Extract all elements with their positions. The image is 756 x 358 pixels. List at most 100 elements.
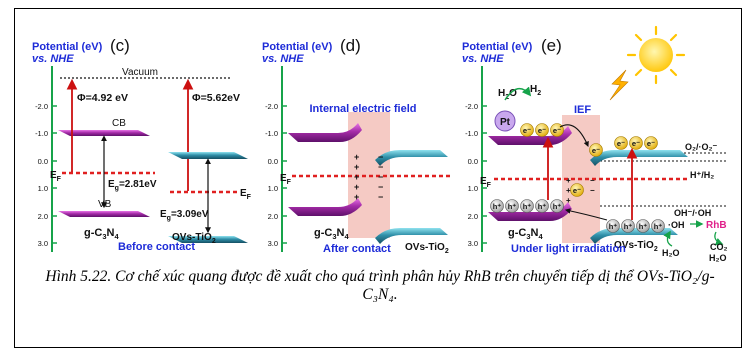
plus-charge: + (566, 186, 571, 195)
gcn-label: g-C3N4 (508, 227, 543, 241)
hole (490, 199, 504, 213)
rhb-degradation-arrow (714, 231, 724, 246)
electron (589, 143, 603, 157)
electron-label: e⁻ (553, 126, 561, 135)
electron-transfer-arrow (559, 124, 589, 148)
co2-label: CO₂ (710, 242, 728, 252)
plus-charge: + (354, 152, 359, 162)
tick-label: 1.0 (468, 184, 478, 193)
minus-charge: − (378, 192, 383, 202)
hole-label: h⁺ (624, 222, 633, 231)
plus-charge: + (566, 176, 571, 185)
figure-caption: Hình 5.22. Cơ chế xúc quang được đề xuất… (45, 268, 715, 303)
hole-label: h⁺ (639, 222, 648, 231)
electron (535, 123, 549, 137)
phi-gcn-label: Φ=4.92 eV (77, 92, 128, 104)
lightning-icon (609, 69, 629, 101)
minus-charge: − (378, 182, 383, 192)
panel-d-tag: (d) (340, 36, 361, 55)
minus-charge: − (590, 186, 595, 195)
h-couple-label: H⁺/H₂ (690, 170, 714, 180)
tick-label: -2.0 (465, 102, 478, 111)
plus-charge: + (354, 162, 359, 172)
panel-e-axis-subtitle: vs. NHE (462, 53, 504, 65)
tick-label: 0.0 (468, 157, 478, 166)
plus-charge: + (354, 182, 359, 192)
hole (651, 219, 665, 233)
tio2-cb-band (168, 152, 248, 159)
minus-charge: − (378, 162, 383, 172)
ief-label: Internal electric field (310, 103, 417, 115)
sun-icon (626, 25, 686, 85)
tio2-vb-band-bent (375, 228, 448, 244)
plus-charge: + (566, 196, 571, 205)
hole-label: h⁺ (493, 202, 502, 211)
interface-charges: + + + − − (566, 176, 595, 205)
tick-label: 1.0 (268, 184, 278, 193)
oh-radical-label: ·OH (668, 220, 685, 230)
panel-c-footer: Before contact (118, 241, 195, 253)
plus-charge: + (354, 172, 359, 182)
panel-d-axis-subtitle: vs. NHE (262, 53, 304, 65)
tick-label: -2.0 (35, 102, 48, 111)
tio2-label: OVs-TiO2 (172, 232, 216, 245)
o2-couple-label: O₂/·O₂⁻ (685, 142, 717, 152)
panel-e: Potential (eV) vs. NHE (e) -2.0 -1.0 0.0… (462, 25, 728, 263)
tio2-electrons: e⁻ e⁻ e⁻ e⁻ (589, 136, 658, 157)
tio2-label: OVs-TiO2 (405, 242, 449, 255)
minus-charge: − (378, 172, 383, 182)
tick-label: -2.0 (265, 102, 278, 111)
tio2-cb-band-bent (590, 150, 688, 166)
hole-label: h⁺ (508, 202, 517, 211)
panel-e-ticks: -2.0 -1.0 0.0 1.0 2.0 3.0 (465, 102, 487, 248)
tick-label: 2.0 (468, 212, 478, 221)
vacuum-label: Vacuum (122, 67, 158, 78)
plus-charge: + (354, 192, 359, 202)
hole-label: h⁺ (609, 222, 618, 231)
electron-label: e⁻ (538, 126, 546, 135)
h2o-product-label: H₂O (709, 253, 727, 263)
tick-label: -1.0 (35, 129, 48, 138)
electron (570, 183, 584, 197)
panel-d-ticks: -2.0 -1.0 0.0 1.0 2.0 3.0 (265, 102, 287, 248)
panel-d: Potential (eV) vs. NHE (d) -2.0 -1.0 0.0… (262, 36, 450, 255)
hole (550, 199, 564, 213)
gcn-label: g-C3N4 (84, 227, 119, 241)
figure-frame (14, 8, 742, 348)
pt-particle (494, 110, 516, 132)
gcn-electrons: e⁻ e⁻ e⁻ (520, 123, 564, 137)
h2-label: H2 (530, 84, 541, 97)
tio2-holes: h⁺ h⁺ h⁺ h⁺ (606, 219, 665, 233)
rhb-label: RhB (706, 220, 727, 231)
oh-couple-label: OH⁻/·OH (674, 208, 711, 218)
eg-gcn-label: Eg=2.81eV (108, 179, 157, 192)
tick-label: 3.0 (468, 239, 478, 248)
panel-c-tag: (c) (110, 36, 130, 55)
panel-c-ticks: -2.0 -1.0 0.0 1.0 2.0 3.0 (35, 102, 57, 248)
gcn-label: g-C3N4 (314, 227, 349, 241)
hole-label: h⁺ (523, 202, 532, 211)
tick-label: -1.0 (465, 129, 478, 138)
hole (606, 219, 620, 233)
tio2-vb-band (168, 236, 248, 243)
tick-label: -1.0 (265, 129, 278, 138)
tick-label: 2.0 (268, 212, 278, 221)
hole (520, 199, 534, 213)
tick-label: 0.0 (38, 157, 48, 166)
h2-evolution-arrow (504, 86, 532, 101)
hole-label: h⁺ (654, 222, 663, 231)
electron-label: e⁻ (617, 139, 625, 148)
electron (644, 136, 658, 150)
tio2-label: OVs-TiO2 (614, 240, 658, 253)
tick-label: 3.0 (268, 239, 278, 248)
ef-right-label: EF (240, 188, 252, 201)
cb-label: CB (112, 118, 126, 129)
pt-label: Pt (500, 117, 511, 128)
panel-d-axis-title: Potential (eV) (262, 41, 333, 53)
electron-label: e⁻ (632, 139, 640, 148)
gcn-vb-band-bent (288, 198, 362, 216)
panel-c: Potential (eV) vs. NHE (c) -2.0 -1.0 0.0… (32, 36, 252, 253)
tick-label: 2.0 (38, 212, 48, 221)
gcn-vb-band-bent (488, 202, 572, 221)
